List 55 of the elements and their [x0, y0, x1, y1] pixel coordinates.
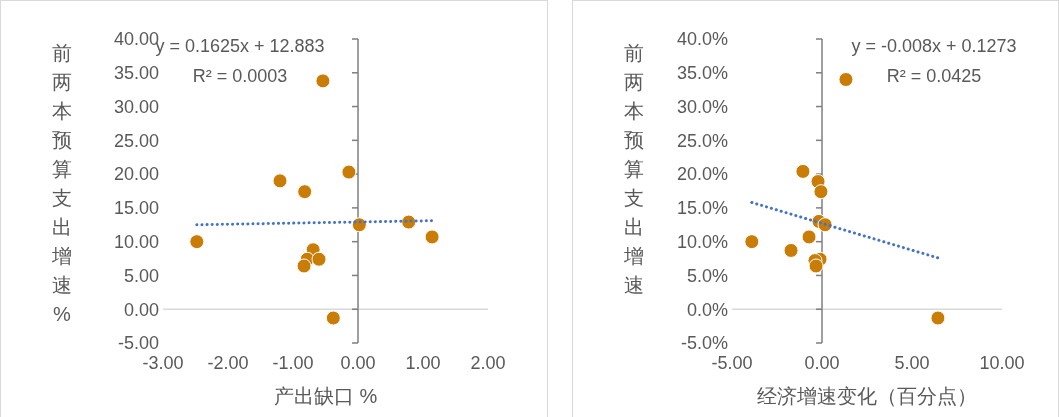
- x-tick-label: 0.00: [340, 353, 376, 373]
- point: [930, 310, 946, 326]
- y-tick-label: 0.00: [123, 299, 159, 320]
- point: [272, 173, 288, 189]
- y-tick-label: 25.00: [113, 130, 159, 151]
- x-tick-label: -1.00: [272, 353, 314, 373]
- point: [325, 310, 341, 326]
- y-tick-label: 5.0%: [686, 265, 728, 286]
- y-tick-label: 10.0%: [676, 231, 728, 252]
- point: [808, 258, 824, 274]
- y-tick-label: 20.0%: [676, 164, 728, 185]
- point: [341, 164, 357, 180]
- y-tick-label: 20.00: [113, 164, 159, 185]
- point: [424, 229, 440, 245]
- x-axis-title: 经济增速变化（百分点）: [757, 385, 977, 407]
- text: 前两本预算支出增速 %: [52, 42, 72, 325]
- x-tick-label: -3.00: [142, 353, 184, 373]
- y-tick-label: -5.0%: [680, 333, 728, 354]
- x-tick-label: -2.00: [207, 353, 249, 373]
- point: [315, 73, 331, 89]
- y-tick-label: 25.0%: [676, 130, 728, 151]
- x-axis-title: 产出缺口 %: [273, 385, 378, 407]
- point: [296, 258, 312, 274]
- point: [401, 214, 417, 230]
- y-tick-label: 5.00: [123, 265, 159, 286]
- y-tick-label: 30.0%: [676, 96, 728, 117]
- annotation: y = -0.008x + 0.1273: [851, 36, 1017, 56]
- point: [311, 251, 327, 267]
- y-tick-label: 0.0%: [686, 299, 728, 320]
- y-tick-label: 10.00: [113, 231, 159, 252]
- y-tick-label: 15.0%: [676, 198, 728, 219]
- x-tick-label: 2.00: [470, 353, 506, 373]
- annotation: R² = 0.0003: [192, 66, 288, 86]
- x-tick-label: 5.00: [894, 353, 930, 373]
- y-tick-label: 35.0%: [676, 63, 728, 84]
- x-tick-label: 10.00: [979, 353, 1025, 373]
- x-tick-label: -5.00: [711, 353, 753, 373]
- point: [189, 234, 205, 250]
- point: [783, 242, 799, 258]
- point: [813, 184, 829, 200]
- point: [838, 72, 854, 88]
- point: [351, 217, 367, 233]
- x-tick-label: 1.00: [405, 353, 441, 373]
- y-tick-label: 15.00: [113, 198, 159, 219]
- y-tick-label: -5.00: [117, 333, 159, 354]
- x-tick-label: 0.00: [804, 353, 840, 373]
- point: [801, 229, 817, 245]
- y-tick-label: 40.0%: [676, 29, 728, 50]
- point: [744, 234, 760, 250]
- text: 前两本预算支出增速: [624, 42, 644, 296]
- point: [297, 184, 313, 200]
- y-tick-label: 35.00: [113, 63, 159, 84]
- point: [795, 163, 811, 179]
- y-tick-label: 30.00: [113, 96, 159, 117]
- annotation: R² = 0.0425: [886, 66, 982, 86]
